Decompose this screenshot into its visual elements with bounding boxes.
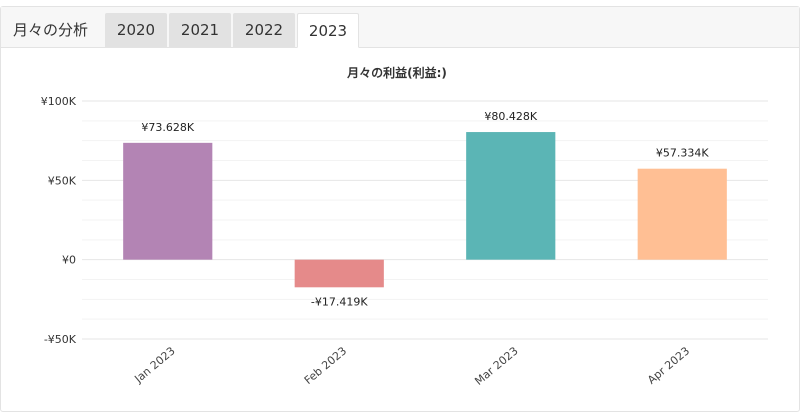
bar [123, 142, 213, 260]
data-label: -¥17.419K [311, 295, 368, 308]
y-tick-label: ¥0 [62, 254, 76, 267]
x-tick-label: Apr 2023 [645, 344, 692, 386]
data-label: ¥73.628K [141, 121, 194, 134]
data-labels: ¥73.628K -¥17.419K ¥80.428K ¥57.334K [141, 110, 709, 308]
tab-2021[interactable]: 2021 [169, 13, 231, 47]
bar [294, 259, 384, 288]
data-label: ¥57.334K [656, 147, 709, 160]
tab-bar: 月々の分析 2020 2021 2022 2023 [1, 7, 799, 48]
x-tick-label: Mar 2023 [472, 344, 520, 388]
x-tick-label: Feb 2023 [302, 344, 349, 387]
y-tick-label: -¥50K [44, 333, 77, 346]
tab-2020[interactable]: 2020 [105, 13, 167, 47]
tab-2022[interactable]: 2022 [233, 13, 295, 47]
y-axis: ¥100K ¥50K ¥0 -¥50K [41, 95, 77, 346]
bar [466, 132, 556, 260]
x-axis: Jan 2023 Feb 2023 Mar 2023 Apr 2023 [131, 344, 692, 388]
tab-2023[interactable]: 2023 [297, 13, 359, 48]
y-tick-label: ¥50K [48, 174, 77, 187]
y-tick-label: ¥100K [41, 95, 77, 108]
x-tick-label: Jan 2023 [131, 344, 177, 386]
bars [123, 132, 727, 288]
data-label: ¥80.428K [484, 110, 537, 123]
bar [637, 168, 727, 260]
panel-title: 月々の分析 [13, 21, 89, 39]
chart-title: 月々の利益(利益:) [346, 65, 447, 80]
